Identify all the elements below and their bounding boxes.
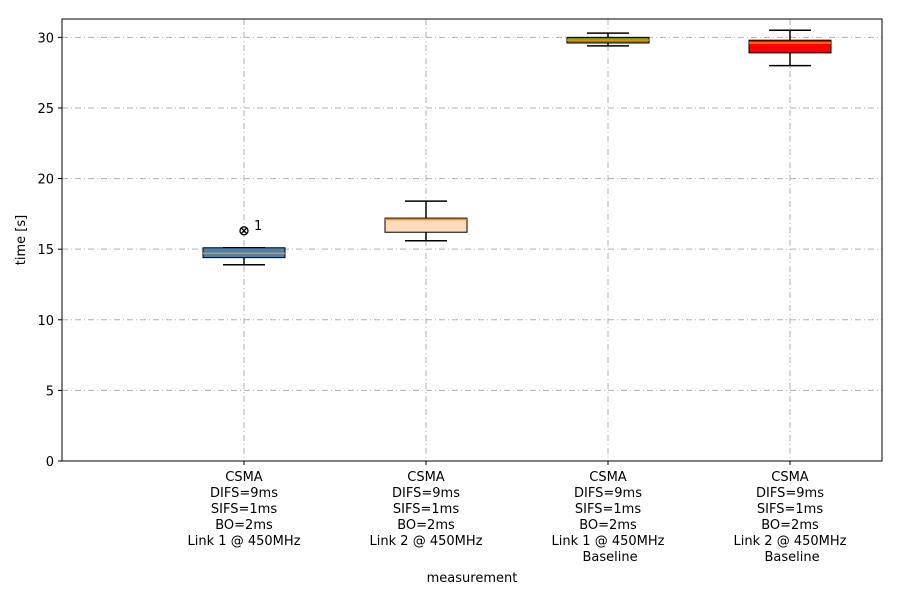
- x-tick-label: CSMA DIFS=9ms SIFS=1ms BO=2ms Link 2 @ 450MH…: [734, 470, 847, 565]
- box-3: [566, 32, 650, 47]
- y-tick-label: 0: [46, 455, 54, 470]
- x-axis-label: measurement: [427, 571, 518, 586]
- y-tick-label: 30: [37, 31, 54, 46]
- outlier-label: 1: [254, 219, 262, 234]
- y-axis-ticks: 0 5 10 15 20 25 30: [37, 31, 62, 470]
- x-tick-label: CSMA DIFS=9ms SIFS=1ms BO=2ms Link 2 @ 450MH…: [370, 470, 483, 549]
- box-iqr: [384, 217, 468, 233]
- box-4: [748, 29, 832, 67]
- x-tick-label: CSMA DIFS=9ms SIFS=1ms BO=2ms Link 1 @ 450MH…: [188, 470, 301, 549]
- y-tick-label: 25: [37, 102, 54, 117]
- y-tick-label: 20: [37, 173, 54, 188]
- box-iqr: [748, 39, 832, 54]
- y-tick-label: 5: [46, 384, 54, 399]
- y-tick-label: 15: [37, 243, 54, 258]
- outlier-marker: [239, 226, 249, 236]
- x-axis-ticks: CSMA DIFS=9ms SIFS=1ms BO=2ms Link 1 @ 450MH…: [188, 461, 847, 565]
- boxes: 1: [202, 29, 832, 266]
- box-1: 1: [202, 219, 286, 266]
- box-2: [384, 200, 468, 242]
- y-tick-label: 10: [37, 314, 54, 329]
- plot-area-frame: [61, 18, 883, 462]
- x-tick-label: CSMA DIFS=9ms SIFS=1ms BO=2ms Link 1 @ 450MH…: [552, 470, 665, 565]
- y-axis-label: time [s]: [14, 215, 29, 265]
